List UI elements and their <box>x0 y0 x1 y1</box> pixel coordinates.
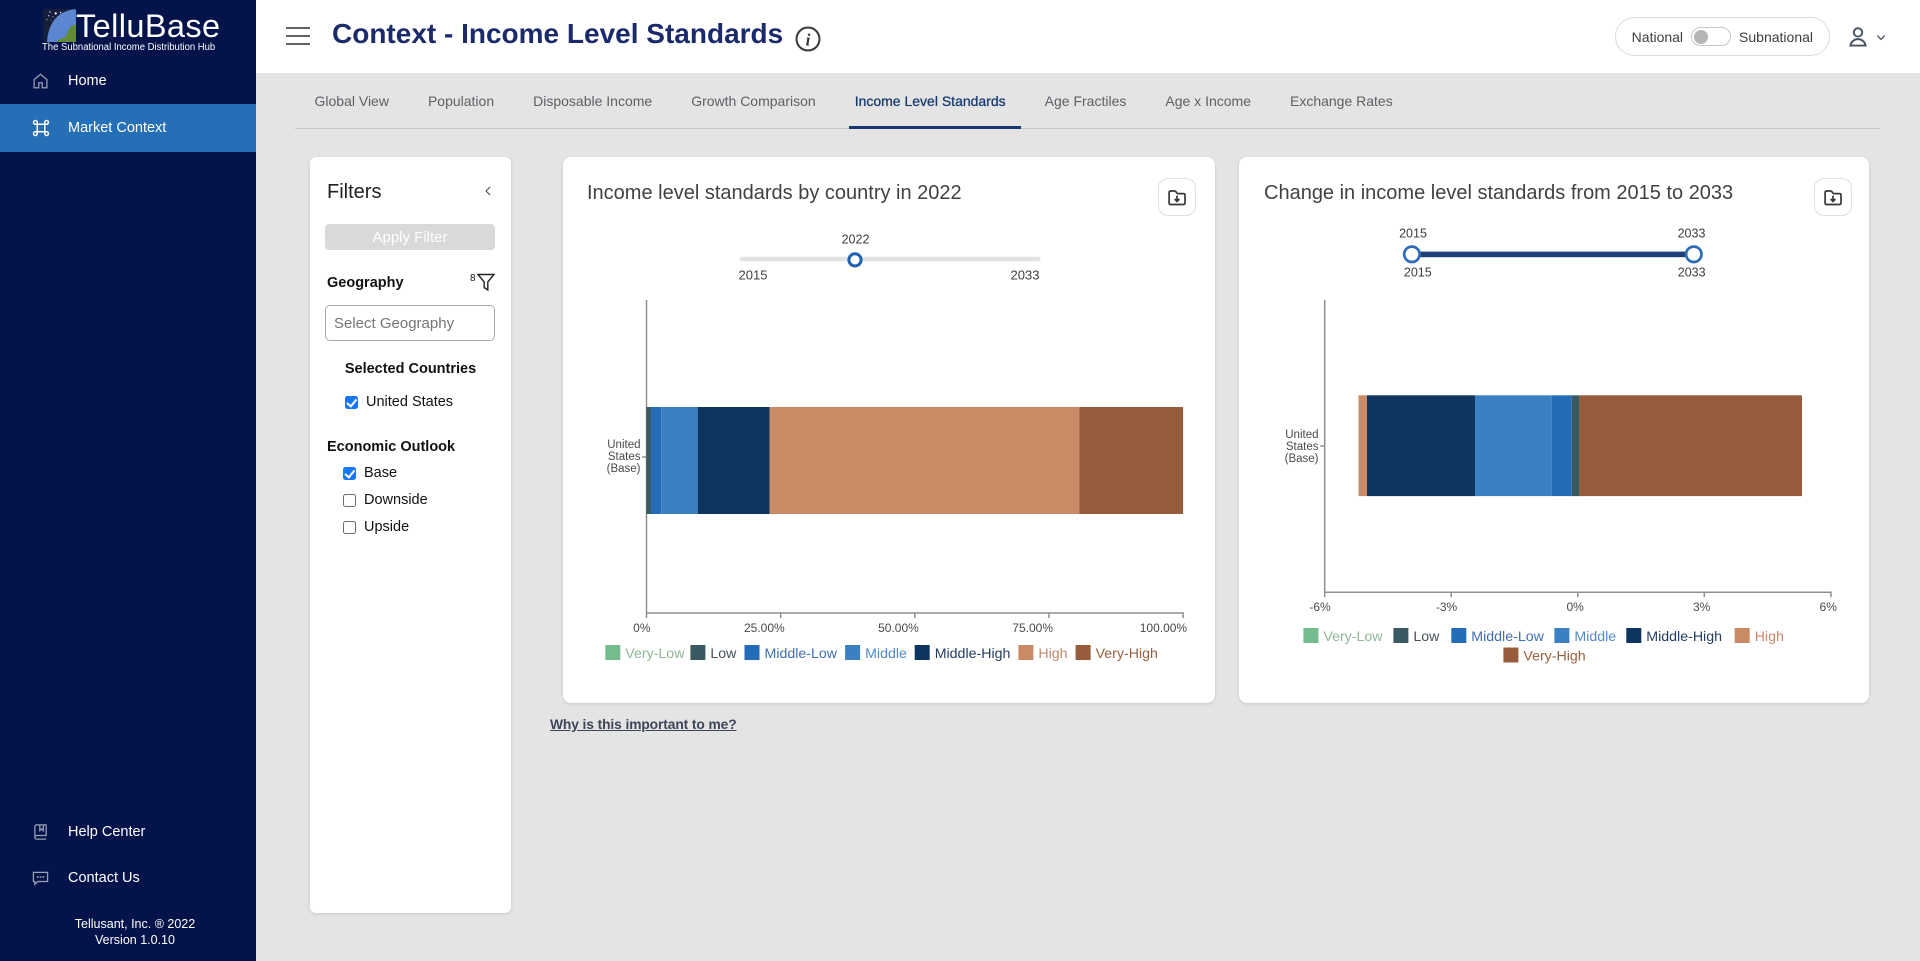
svg-text:75.00%: 75.00% <box>1012 621 1053 635</box>
svg-text:3%: 3% <box>1693 600 1711 614</box>
svg-text:25.00%: 25.00% <box>744 621 785 635</box>
svg-text:6%: 6% <box>1820 600 1838 614</box>
svg-text:Middle-Low: Middle-Low <box>765 646 838 662</box>
svg-text:2015: 2015 <box>1404 266 1432 280</box>
svg-text:2033: 2033 <box>1011 267 1040 282</box>
svg-text:100.00%: 100.00% <box>1140 621 1188 635</box>
svg-text:(Base): (Base) <box>1285 453 1319 465</box>
svg-text:8: 8 <box>470 273 476 284</box>
svg-text:High: High <box>1038 646 1067 662</box>
svg-text:United: United <box>607 439 640 451</box>
svg-text:Middle-High: Middle-High <box>1646 629 1722 645</box>
svg-text:Low: Low <box>710 646 737 662</box>
svg-text:States: States <box>1286 441 1319 453</box>
svg-text:Very-High: Very-High <box>1096 646 1158 662</box>
svg-text:High: High <box>1755 629 1784 645</box>
svg-text:-6%: -6% <box>1309 600 1331 614</box>
svg-text:Middle: Middle <box>865 646 907 662</box>
svg-text:2033: 2033 <box>1678 266 1706 280</box>
svg-text:i: i <box>806 31 811 50</box>
svg-text:50.00%: 50.00% <box>878 621 919 635</box>
svg-text:Very-High: Very-High <box>1523 649 1585 665</box>
svg-text:Very-Low: Very-Low <box>1323 629 1383 645</box>
svg-text:2022: 2022 <box>842 233 870 247</box>
svg-text:Very-Low: Very-Low <box>625 646 685 662</box>
svg-text:2015: 2015 <box>1399 227 1427 241</box>
svg-text:Middle-Low: Middle-Low <box>1471 629 1544 645</box>
svg-text:States: States <box>608 451 641 463</box>
svg-text:-3%: -3% <box>1436 600 1458 614</box>
svg-text:2015: 2015 <box>739 267 768 282</box>
svg-text:United: United <box>1285 429 1318 441</box>
svg-text:2033: 2033 <box>1678 227 1706 241</box>
svg-text:(Base): (Base) <box>607 463 641 475</box>
svg-text:Middle: Middle <box>1574 629 1616 645</box>
svg-text:0%: 0% <box>1566 600 1584 614</box>
svg-text:Middle-High: Middle-High <box>935 646 1011 662</box>
svg-text:0%: 0% <box>633 621 651 635</box>
svg-text:Low: Low <box>1413 629 1440 645</box>
